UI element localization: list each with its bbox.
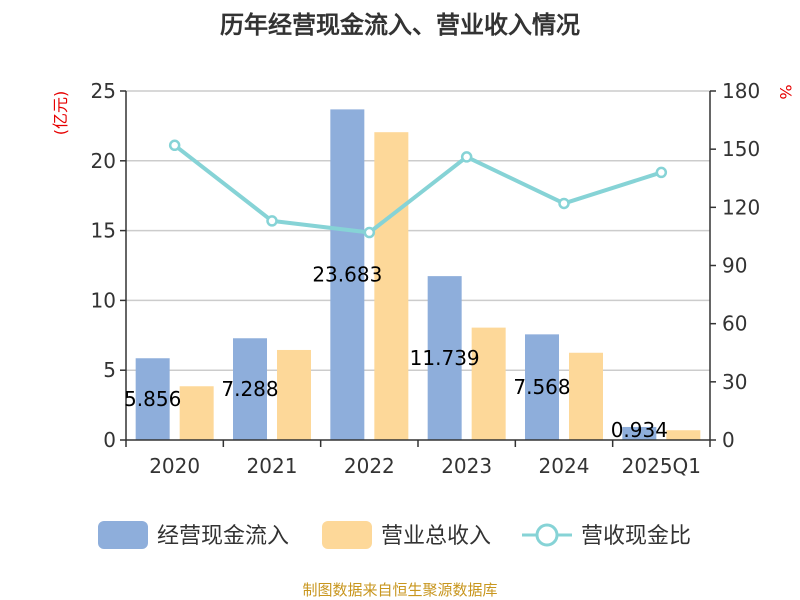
- x-tick-label: 2021: [247, 454, 298, 478]
- right-tick-label: 120: [722, 195, 760, 219]
- x-tick-label: 2025Q1: [622, 454, 701, 478]
- bar-cash-inflow: [427, 276, 462, 440]
- bar-data-label: 11.739: [410, 346, 480, 370]
- bar-cash-inflow: [525, 334, 559, 440]
- ratio-line: [168, 139, 668, 239]
- left-tick-label: 25: [91, 79, 116, 103]
- left-tick-label: 5: [103, 358, 116, 382]
- bar-revenue: [179, 386, 214, 440]
- grid-lines: [126, 90, 710, 371]
- ratio-point: [460, 151, 473, 163]
- ratio-point: [655, 166, 668, 179]
- x-tick-label: 2022: [344, 454, 395, 478]
- bar-revenue: [666, 430, 701, 440]
- ratio-point: [363, 226, 376, 239]
- right-axis-unit: %: [776, 84, 795, 99]
- legend-marker: [535, 523, 559, 547]
- right-tick-label: 180: [722, 79, 760, 103]
- legend: 经营现金流入 营业总收入 营收现金比: [98, 521, 691, 549]
- right-tick-label: 90: [722, 254, 747, 278]
- right-tick-label: 30: [722, 370, 747, 394]
- legend-label: 经营现金流入: [157, 524, 289, 549]
- bar-revenue: [277, 349, 311, 440]
- left-tick-label: 15: [91, 219, 116, 243]
- right-tick-label: 150: [722, 137, 760, 161]
- bars: [135, 109, 701, 441]
- right-tick-label: 0: [722, 428, 735, 452]
- bar-data-label: 7.568: [513, 375, 570, 399]
- bar-cash-inflow: [622, 426, 657, 440]
- data-labels: 5.856 7.288 23.683 11.739 7.568 0.934: [124, 263, 668, 442]
- bar-revenue: [569, 352, 603, 440]
- bar-data-label: 7.288: [221, 377, 278, 401]
- bar-cash-inflow: [135, 358, 170, 440]
- legend-label: 营业总收入: [381, 524, 491, 549]
- left-tick-label: 10: [91, 288, 116, 312]
- bar-data-label: 0.934: [611, 418, 668, 442]
- chart-title: 历年经营现金流入、营业收入情况: [220, 11, 580, 39]
- bar-revenue: [374, 132, 409, 440]
- legend-label: 营收现金比: [581, 524, 691, 549]
- source-note: 制图数据来自恒生聚源数据库: [302, 581, 497, 599]
- bar-data-label: 23.683: [312, 263, 382, 287]
- legend-swatch: [98, 521, 148, 549]
- bar-revenue: [471, 327, 506, 440]
- ratio-line-path: [173, 143, 662, 235]
- ratio-point: [168, 139, 181, 152]
- x-tick-label: 2024: [539, 454, 590, 478]
- axes: 0 5 10 15 20 25 0 30 60 90 120 150 180 2020 2021 2022 20…: [91, 79, 761, 478]
- ratio-point: [266, 215, 278, 227]
- x-tick-label: 2023: [441, 454, 492, 478]
- bar-cash-inflow: [330, 109, 365, 441]
- left-tick-label: 20: [91, 149, 116, 173]
- x-tick-label: 2020: [149, 454, 200, 478]
- ratio-point: [558, 197, 570, 210]
- bar-cash-inflow: [233, 338, 267, 440]
- right-tick-label: 60: [722, 312, 747, 336]
- bar-data-label: 5.856: [124, 387, 181, 411]
- legend-swatch: [322, 521, 372, 549]
- left-tick-label: 0: [103, 428, 116, 452]
- left-axis-unit: (亿元): [51, 91, 70, 136]
